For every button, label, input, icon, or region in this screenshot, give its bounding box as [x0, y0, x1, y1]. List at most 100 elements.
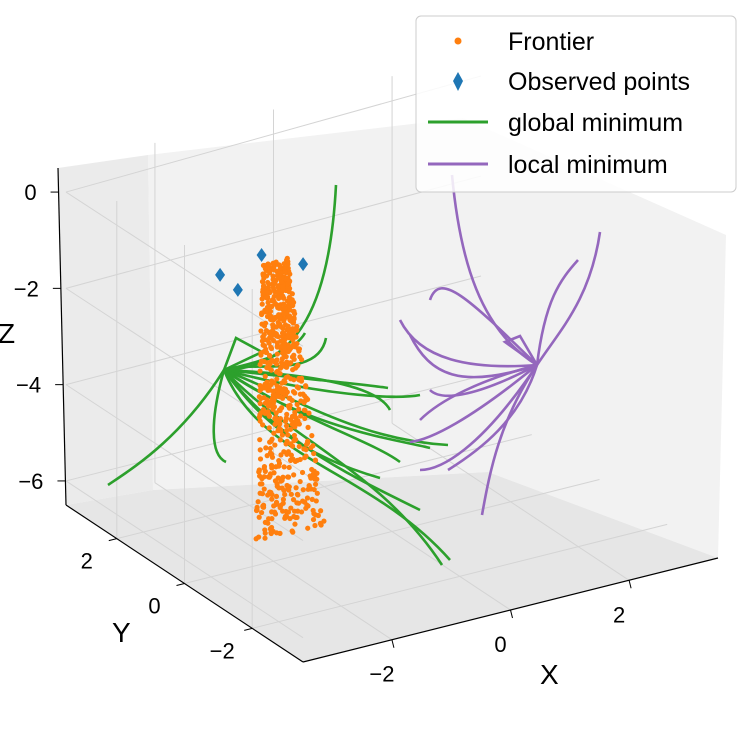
frontier-point — [292, 458, 298, 465]
frontier-point — [256, 414, 262, 420]
local-minimum-line — [409, 363, 538, 444]
frontier-point — [312, 522, 318, 529]
floor-pane — [66, 472, 718, 662]
frontier-point — [290, 302, 296, 309]
x-tick-label: 0 — [494, 632, 506, 657]
frontier-point — [287, 426, 294, 432]
frontier-point — [277, 344, 283, 350]
frontier-point — [257, 418, 263, 424]
observed-point — [215, 267, 226, 282]
frontier-point — [262, 530, 268, 536]
frontier-point — [258, 328, 264, 334]
frontier-point — [269, 465, 275, 471]
grid-back-z — [65, 75, 482, 193]
frontier-point — [272, 511, 279, 517]
frontier-point — [303, 384, 309, 390]
frontier-point — [270, 297, 276, 303]
frontier-point — [259, 509, 265, 516]
frontier-point — [268, 345, 275, 352]
frontier-point — [268, 313, 274, 319]
frontier-point — [254, 507, 260, 513]
legend-label-frontier: Frontier — [508, 28, 594, 56]
frontier-point — [264, 360, 271, 366]
frontier-point — [296, 406, 302, 412]
frontier-point — [279, 294, 286, 300]
grid-back-z — [65, 375, 482, 482]
frontier-point — [285, 432, 291, 438]
frontier-point — [259, 491, 266, 497]
frontier-point — [312, 512, 319, 518]
frontier-point — [274, 376, 280, 382]
frontier-point — [309, 496, 315, 502]
z-tick-label: −6 — [18, 469, 43, 494]
frontier-point — [277, 421, 283, 427]
grid-left-z — [65, 287, 304, 444]
local-minimum-line — [428, 287, 538, 366]
frontier-point — [273, 493, 280, 499]
frontier-point — [290, 389, 297, 395]
observed-point — [298, 257, 309, 272]
frontier-point — [291, 432, 298, 439]
frontier-point — [282, 340, 288, 347]
frontier-point — [283, 441, 289, 447]
frontier-point — [287, 515, 293, 522]
frontier-point — [291, 352, 297, 358]
frontier-point — [280, 508, 286, 514]
frontier-point — [257, 473, 263, 479]
frontier-point — [260, 289, 266, 295]
frontier-point — [276, 305, 282, 311]
frontier-point — [271, 267, 277, 273]
frontier-point — [282, 269, 288, 275]
frontier-point — [268, 530, 274, 536]
global-minimum-line — [107, 369, 226, 487]
frontier-point — [295, 346, 301, 352]
frontier-point — [314, 490, 320, 496]
frontier-point — [285, 281, 291, 287]
frontier-point — [265, 285, 272, 291]
observed-points-series — [215, 248, 309, 297]
frontier-point — [291, 377, 297, 383]
frontier-point — [277, 437, 283, 443]
local-minimum-line — [535, 259, 579, 366]
frontier-point — [263, 445, 269, 451]
frontier-point — [274, 351, 280, 357]
frontier-point — [262, 381, 268, 387]
frontier-point — [266, 474, 272, 480]
frontier-point — [310, 443, 316, 449]
frontier-point — [309, 466, 315, 473]
x-tick-label: 2 — [613, 602, 625, 627]
frontier-point — [311, 450, 317, 457]
x-tick-mark — [628, 580, 632, 589]
frontier-point — [261, 465, 267, 471]
y-tick-label: 0 — [148, 594, 160, 619]
frontier-point — [273, 410, 279, 416]
frontier-point — [273, 501, 280, 507]
frontier-point — [277, 530, 283, 536]
frontier-point — [271, 430, 277, 436]
frontier-series — [253, 255, 327, 542]
y-tick-mark — [108, 538, 117, 542]
frontier-point — [285, 403, 292, 409]
grid-floor-y — [252, 523, 668, 629]
grid-back-z — [65, 175, 482, 289]
global-minimum-line — [223, 368, 431, 450]
frontier-point — [272, 442, 278, 448]
local-minimum-series — [398, 174, 602, 516]
frontier-point — [293, 485, 299, 491]
frontier-point — [268, 367, 274, 373]
frontier-point — [286, 464, 292, 471]
frontier-point — [276, 458, 282, 464]
frontier-point — [286, 344, 292, 351]
frontier-point — [300, 391, 306, 397]
frontier-point — [261, 474, 267, 480]
frontier-point — [257, 368, 263, 374]
frontier-point — [269, 454, 276, 460]
grid-left-z — [65, 480, 304, 639]
frontier-point — [291, 472, 297, 478]
frontier-point — [260, 342, 266, 348]
frontier-point — [257, 456, 264, 462]
frontier-point — [286, 285, 293, 292]
local-minimum-line — [535, 231, 602, 366]
frontier-point — [309, 433, 315, 439]
